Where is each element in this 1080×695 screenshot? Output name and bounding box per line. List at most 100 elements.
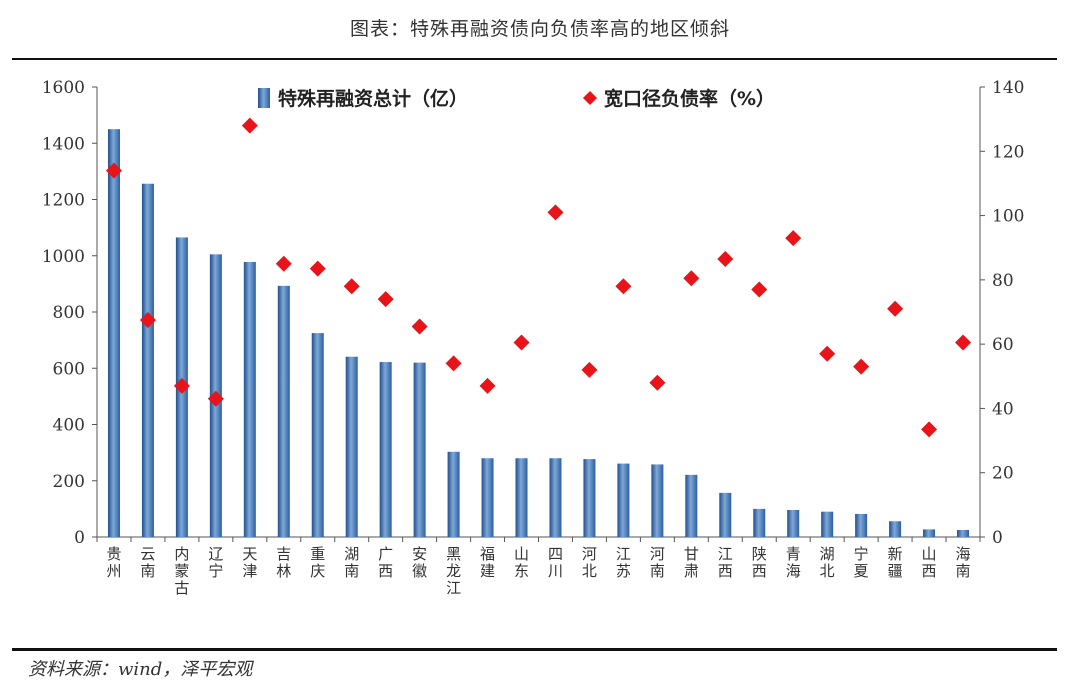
bar <box>787 510 800 537</box>
bar <box>685 474 698 537</box>
data-point <box>105 162 122 179</box>
category-label: 宁夏 <box>854 545 869 580</box>
data-point <box>479 377 496 394</box>
category-label: 山西 <box>922 545 937 580</box>
bar <box>957 529 970 537</box>
data-point <box>139 312 156 329</box>
category-label: 黑龙江 <box>446 545 461 597</box>
bar <box>889 521 902 537</box>
category-label: 江西 <box>718 545 733 580</box>
data-point <box>615 278 632 295</box>
category-label: 山东 <box>514 545 529 580</box>
data-point <box>717 250 734 267</box>
bar <box>753 508 766 537</box>
bar <box>107 129 120 537</box>
right-tick-label: 0 <box>992 528 1003 548</box>
bar <box>379 362 392 537</box>
bar <box>447 451 460 537</box>
left-tick-label: 1000 <box>42 247 85 267</box>
left-tick-label: 1200 <box>42 191 85 211</box>
data-point <box>955 334 972 351</box>
category-label: 辽宁 <box>208 545 223 580</box>
data-point <box>275 255 292 272</box>
data-point <box>411 318 428 335</box>
category-label: 陕西 <box>752 545 767 580</box>
data-point <box>649 374 666 391</box>
category-label: 贵州 <box>106 545 121 580</box>
bar <box>617 463 630 537</box>
bar <box>413 362 426 537</box>
category-label: 内蒙古 <box>174 545 189 597</box>
data-point <box>887 300 904 317</box>
right-tick-label: 100 <box>992 207 1024 227</box>
chart-axes: 0 200 400 600 800 1000 1200 1400 1600 0 20 40 60 80 10… <box>42 78 1025 548</box>
category-label: 云南 <box>140 545 155 580</box>
data-point <box>513 334 530 351</box>
data-point <box>207 390 224 407</box>
left-tick-label: 1400 <box>42 134 85 154</box>
data-point <box>547 204 564 221</box>
bar <box>549 458 562 537</box>
category-label: 新疆 <box>888 545 903 580</box>
category-label: 江苏 <box>616 545 631 580</box>
right-tick-label: 20 <box>992 464 1014 484</box>
category-label: 福建 <box>480 545 495 580</box>
category-label: 吉林 <box>276 545 291 580</box>
right-tick-label: 140 <box>992 78 1024 98</box>
source-note: 资料来源：wind，泽平宏观 <box>28 659 253 680</box>
bar-series <box>107 129 970 537</box>
data-point <box>377 291 394 308</box>
right-tick-label: 80 <box>992 271 1014 291</box>
right-tick-label: 40 <box>992 399 1014 419</box>
bar <box>243 261 256 537</box>
data-point <box>683 270 700 287</box>
bar <box>821 511 834 537</box>
bar <box>719 492 732 537</box>
chart-title: 图表：特殊再融资债向负债率高的地区倾斜 <box>349 18 730 40</box>
scatter-series <box>105 117 972 438</box>
legend-bar-swatch <box>258 88 270 108</box>
data-point <box>751 281 768 298</box>
legend-point-label: 宽口径负债率（%） <box>604 87 775 110</box>
category-label: 安徽 <box>412 545 427 580</box>
data-point <box>819 345 836 362</box>
bar <box>481 458 494 537</box>
data-point <box>309 260 326 277</box>
bar <box>651 464 664 537</box>
data-point <box>921 421 938 438</box>
left-tick-label: 200 <box>53 472 85 492</box>
bar <box>515 458 528 537</box>
category-label: 广西 <box>378 545 393 580</box>
bar <box>311 333 324 537</box>
bar <box>583 459 596 537</box>
category-label: 湖南 <box>344 545 359 580</box>
legend: 特殊再融资总计（亿） 宽口径负债率（%） <box>258 87 775 110</box>
bar <box>923 529 936 537</box>
legend-diamond-swatch <box>583 91 597 105</box>
bar <box>141 183 154 537</box>
bar <box>277 285 290 537</box>
category-label: 河北 <box>582 545 597 580</box>
combo-chart: 0 200 400 600 800 1000 1200 1400 1600 0 20 40 60 80 10… <box>42 78 1025 597</box>
category-label: 重庆 <box>310 545 325 580</box>
data-point <box>241 117 258 134</box>
category-label: 青海 <box>786 545 801 580</box>
data-point <box>343 278 360 295</box>
category-label: 天津 <box>242 545 257 580</box>
right-tick-label: 60 <box>992 335 1014 355</box>
category-label: 四川 <box>548 545 563 580</box>
category-label: 湖北 <box>820 545 835 580</box>
category-label: 甘肃 <box>684 545 699 580</box>
left-tick-label: 400 <box>53 416 85 436</box>
data-point <box>445 355 462 372</box>
left-tick-label: 800 <box>53 303 85 323</box>
bar <box>855 513 868 537</box>
legend-bar-label: 特殊再融资总计（亿） <box>278 87 468 110</box>
top-rule <box>12 58 1057 60</box>
right-tick-label: 120 <box>992 142 1024 162</box>
data-point <box>853 358 870 375</box>
data-point <box>785 230 802 247</box>
category-label: 河南 <box>650 545 665 580</box>
left-tick-label: 0 <box>74 528 85 548</box>
